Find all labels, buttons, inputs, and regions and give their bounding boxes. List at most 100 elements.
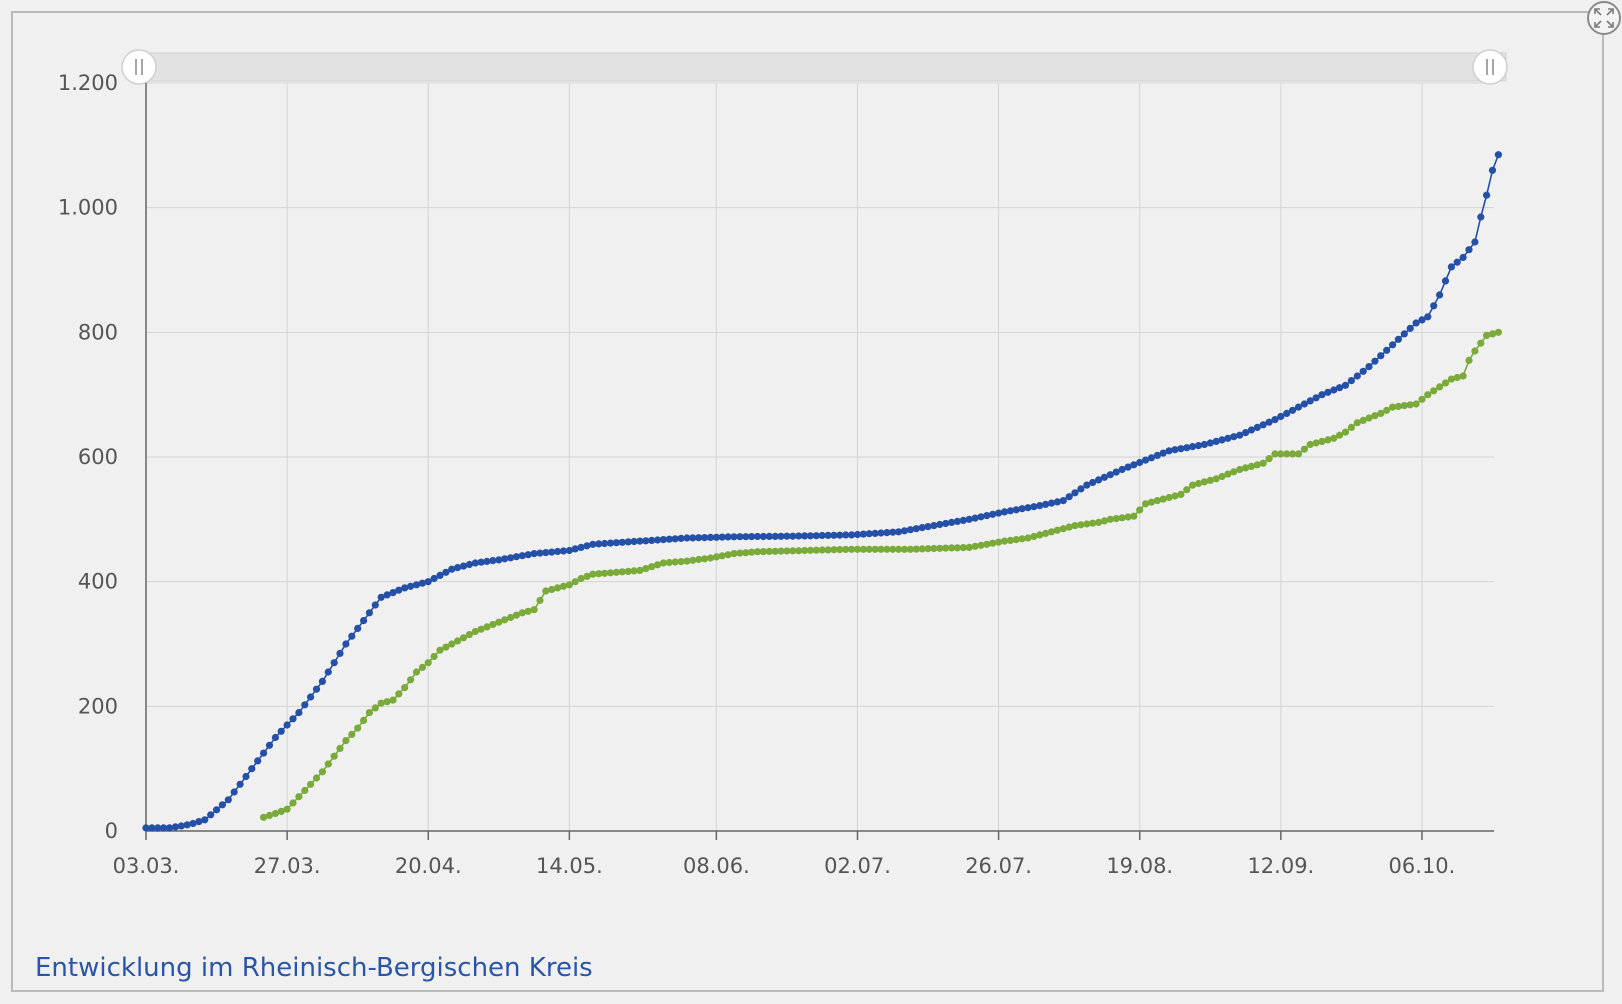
data-point	[1459, 372, 1467, 380]
data-point	[730, 533, 738, 541]
data-point	[806, 546, 815, 554]
data-point	[265, 811, 274, 820]
data-point	[501, 555, 509, 563]
data-point	[818, 546, 826, 554]
data-point	[871, 529, 879, 538]
data-point	[336, 744, 344, 753]
data-point	[407, 582, 415, 590]
data-point	[1400, 330, 1408, 338]
range-handle-right[interactable]	[1472, 49, 1508, 85]
data-point	[160, 824, 168, 832]
data-point	[659, 559, 668, 567]
data-point	[512, 611, 520, 619]
data-point	[1412, 400, 1420, 408]
data-point	[1136, 458, 1144, 467]
data-point	[1012, 506, 1020, 514]
data-point	[1271, 450, 1279, 458]
data-point	[383, 698, 391, 706]
data-point	[1418, 395, 1426, 403]
data-point	[1212, 475, 1220, 483]
data-point	[389, 696, 397, 704]
data-point	[589, 570, 597, 578]
data-point	[465, 631, 473, 639]
range-selector[interactable]	[121, 49, 1508, 85]
data-point	[801, 546, 809, 555]
data-point	[1488, 166, 1497, 174]
data-point	[877, 545, 885, 553]
data-point	[777, 547, 785, 555]
x-tick-label: 27.03.	[254, 854, 321, 878]
data-point	[595, 540, 603, 548]
data-point	[983, 512, 991, 520]
data-point	[1294, 403, 1303, 411]
data-point	[1394, 335, 1402, 343]
data-point	[759, 532, 768, 541]
data-point	[736, 533, 744, 541]
data-point	[642, 565, 650, 573]
data-point	[1365, 363, 1373, 371]
data-point	[818, 531, 826, 540]
data-point	[1224, 434, 1232, 442]
data-point	[1030, 532, 1038, 541]
data-point	[1006, 536, 1015, 545]
data-point	[930, 522, 938, 530]
data-point	[1083, 481, 1091, 489]
data-point	[395, 586, 403, 594]
data-point	[171, 823, 179, 831]
data-point	[430, 652, 438, 661]
data-point	[701, 555, 709, 563]
data-point	[542, 587, 550, 595]
data-point	[1183, 444, 1191, 452]
data-point	[853, 545, 862, 553]
data-point	[912, 545, 920, 553]
data-point	[1371, 357, 1379, 365]
data-point	[1147, 498, 1156, 506]
data-point	[271, 733, 279, 742]
data-point	[1406, 401, 1414, 409]
data-point	[748, 533, 756, 541]
x-tick-label: 12.09.	[1247, 854, 1314, 878]
data-point	[1477, 339, 1485, 347]
data-point	[1383, 346, 1391, 354]
data-point	[330, 659, 338, 667]
data-point	[301, 786, 309, 795]
expand-button[interactable]	[1587, 1, 1621, 35]
data-point	[906, 545, 915, 553]
data-point	[665, 535, 673, 543]
data-point	[559, 547, 568, 555]
data-point	[424, 578, 432, 586]
data-point	[1071, 522, 1079, 530]
data-point	[1259, 421, 1267, 429]
data-point	[524, 607, 532, 615]
data-point	[1236, 431, 1244, 439]
data-point	[548, 585, 556, 594]
data-point	[1142, 456, 1150, 464]
data-point	[665, 558, 673, 567]
data-point	[989, 539, 997, 547]
data-point	[536, 549, 544, 557]
data-point	[183, 821, 191, 829]
expand-icon	[1594, 8, 1614, 28]
data-point	[1000, 537, 1009, 545]
data-point	[883, 529, 891, 537]
data-point	[1065, 523, 1073, 531]
data-point	[1465, 246, 1473, 254]
data-point	[1089, 478, 1097, 487]
data-point	[1130, 512, 1138, 520]
data-point	[977, 541, 985, 549]
data-point	[1212, 437, 1220, 445]
data-point	[277, 727, 285, 735]
data-point	[842, 531, 850, 539]
data-point	[1412, 319, 1420, 327]
data-point	[742, 533, 750, 541]
data-point	[324, 668, 332, 676]
data-point	[589, 540, 597, 548]
data-point	[1483, 331, 1491, 339]
data-point	[601, 539, 609, 548]
data-point	[1441, 277, 1450, 285]
data-point	[889, 528, 897, 536]
data-point	[1465, 356, 1473, 364]
data-point	[401, 684, 409, 692]
data-point	[1030, 503, 1038, 511]
range-handle-left[interactable]	[121, 49, 157, 85]
